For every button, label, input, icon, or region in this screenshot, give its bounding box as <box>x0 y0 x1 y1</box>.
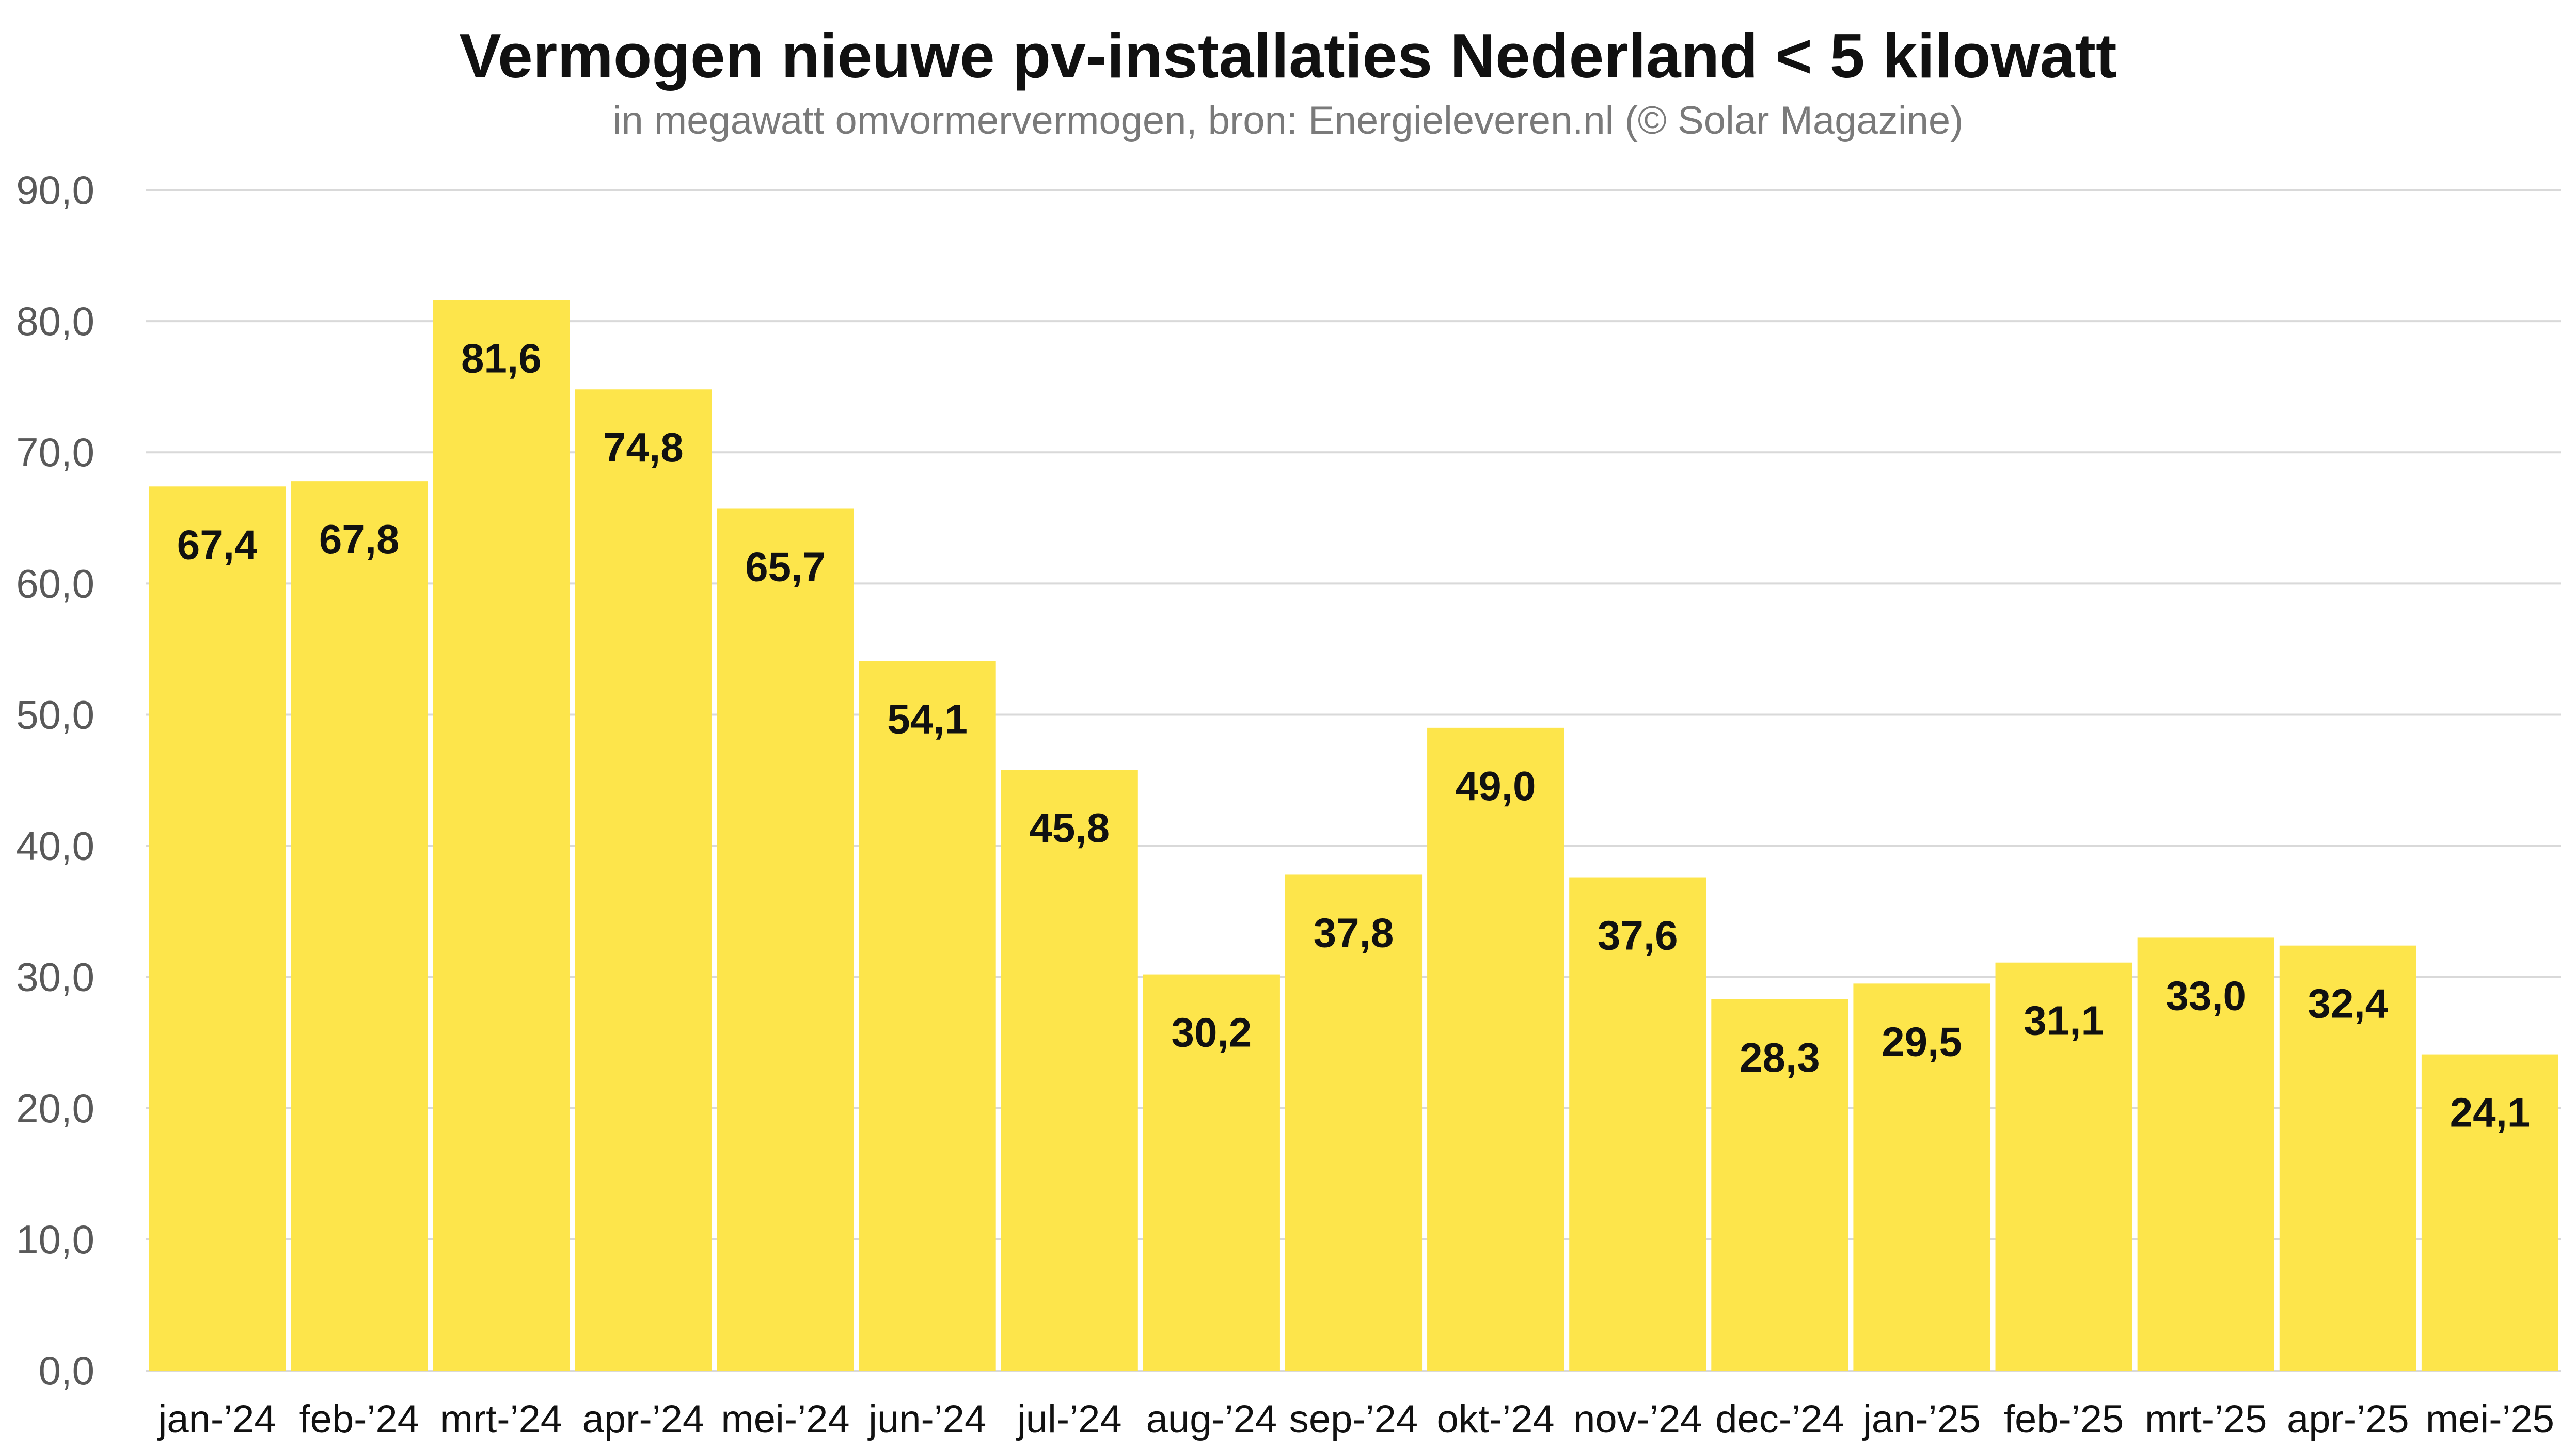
x-tick-label: aug-’24 <box>1146 1397 1277 1441</box>
bar <box>291 481 428 1371</box>
bar <box>2421 1054 2558 1371</box>
y-tick-label: 0,0 <box>39 1348 94 1393</box>
bar <box>1995 962 2132 1371</box>
bar <box>1711 999 1848 1371</box>
x-tick-label: mei-’24 <box>721 1397 849 1441</box>
data-label: 37,6 <box>1598 913 1678 959</box>
data-label: 74,8 <box>603 424 684 470</box>
x-tick-label: feb-’24 <box>299 1397 419 1441</box>
bar <box>1427 727 1564 1371</box>
bar <box>433 300 570 1371</box>
x-tick-label: dec-’24 <box>1715 1397 1844 1441</box>
x-tick-label: jan-’24 <box>157 1397 276 1441</box>
y-axis: 0,0 10,0 20,0 30,0 40,0 50,0 60,0 70,0 80,0 90,0 <box>16 167 94 1393</box>
bar <box>717 508 854 1371</box>
bar <box>1001 770 1138 1371</box>
data-label: 33,0 <box>2166 973 2246 1018</box>
y-tick-label: 80,0 <box>16 298 94 344</box>
chart-title: Vermogen nieuwe pv-installaties Nederlan… <box>459 21 2117 91</box>
x-tick-label: mrt-’24 <box>440 1397 562 1441</box>
y-tick-label: 40,0 <box>16 823 94 869</box>
x-axis: jan-’24 feb-’24 mrt-’24 apr-’24 mei-’24 jun-’… <box>157 1397 2554 1441</box>
x-tick-label: okt-’24 <box>1437 1397 1555 1441</box>
data-label: 67,8 <box>319 516 400 562</box>
y-tick-label: 60,0 <box>16 561 94 606</box>
x-tick-label: feb-’25 <box>2004 1397 2124 1441</box>
y-tick-label: 70,0 <box>16 429 94 475</box>
x-tick-label: apr-’24 <box>582 1397 705 1441</box>
bar <box>575 389 712 1371</box>
bar <box>1569 877 1706 1371</box>
data-label: 28,3 <box>1740 1034 1820 1080</box>
bar <box>859 661 996 1371</box>
bar <box>1285 874 1423 1371</box>
bar <box>2137 937 2274 1371</box>
data-label: 32,4 <box>2308 981 2388 1027</box>
y-tick-label: 10,0 <box>16 1217 94 1262</box>
data-label: 37,8 <box>1314 910 1394 956</box>
x-tick-label: mrt-’25 <box>2145 1397 2267 1441</box>
data-labels: 67,4 67,8 81,6 74,8 65,7 54,1 45,8 30,2 37,8 49,0… <box>177 335 2531 1135</box>
x-tick-label: nov-’24 <box>1573 1397 1702 1441</box>
data-label: 30,2 <box>1172 1010 1252 1056</box>
bar <box>1853 983 1990 1371</box>
x-tick-label: mei-’25 <box>2426 1397 2554 1441</box>
x-tick-label: jun-’24 <box>867 1397 986 1441</box>
x-tick-label: jan-’25 <box>1862 1397 1981 1441</box>
data-label: 29,5 <box>1882 1018 1962 1064</box>
data-label: 24,1 <box>2450 1090 2531 1136</box>
data-label: 31,1 <box>2024 998 2104 1044</box>
bars <box>149 300 2558 1371</box>
x-tick-label: apr-’25 <box>2287 1397 2409 1441</box>
x-tick-label: jul-’24 <box>1016 1397 1122 1441</box>
data-label: 45,8 <box>1029 805 1110 851</box>
bar <box>149 486 286 1371</box>
y-tick-label: 50,0 <box>16 692 94 737</box>
bar <box>2279 945 2416 1371</box>
data-label: 65,7 <box>745 544 826 590</box>
y-tick-label: 20,0 <box>16 1086 94 1131</box>
y-tick-label: 30,0 <box>16 954 94 1000</box>
bar <box>1143 974 1280 1371</box>
chart-subtitle: in megawatt omvormervermogen, bron: Ener… <box>612 99 1964 142</box>
y-tick-label: 90,0 <box>16 167 94 213</box>
data-label: 54,1 <box>887 696 968 742</box>
data-label: 81,6 <box>461 335 542 381</box>
x-tick-label: sep-’24 <box>1289 1397 1418 1441</box>
data-label: 67,4 <box>177 521 258 567</box>
data-label: 49,0 <box>1456 763 1536 809</box>
